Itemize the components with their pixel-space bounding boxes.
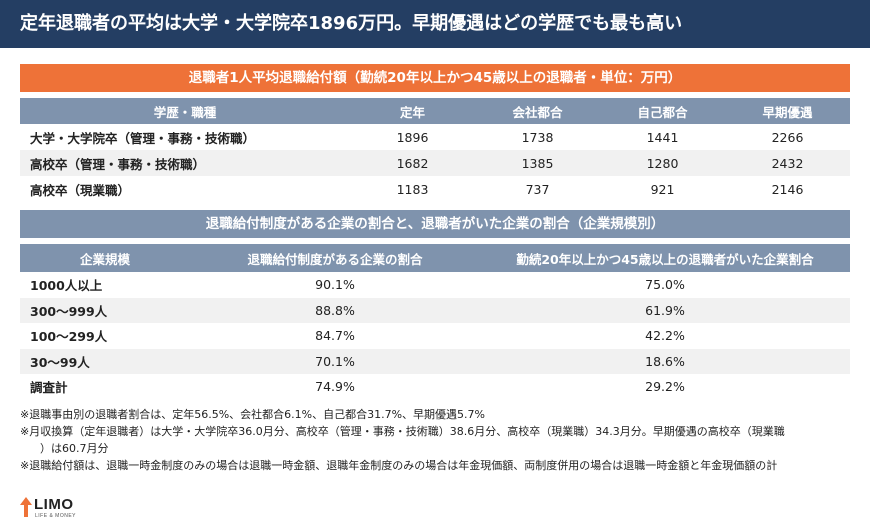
table-header-row: 企業規模 退職給付制度がある企業の割合 勤続20年以上かつ45歳以上の退職者がい… bbox=[20, 244, 850, 272]
table-row: 100～299人 84.7% 42.2% bbox=[20, 323, 850, 349]
footnotes: ※退職事由別の退職者割合は、定年56.5%、会社都合6.1%、自己都合31.7%… bbox=[20, 406, 860, 474]
column-header: 会社都合 bbox=[475, 98, 600, 124]
cell-value: 737 bbox=[525, 181, 550, 197]
cell-value: 2432 bbox=[725, 150, 850, 176]
table-header-row: 学歴・職種 定年 会社都合 自己都合 早期優遇 bbox=[20, 98, 850, 124]
cell-value: 88.8% bbox=[190, 297, 480, 323]
cell-value: 1280 bbox=[600, 150, 725, 176]
cell-value: 29.2% bbox=[645, 379, 685, 395]
row-label: 大学・大学院卒（管理・事務・技術職） bbox=[30, 130, 256, 146]
footnote-continued: ）は60.7月分 bbox=[40, 442, 109, 455]
table1-title: 退職者1人平均退職給付額（勤続20年以上かつ45歳以上の退職者・単位：万円） bbox=[20, 64, 850, 92]
table-row: 調査計 74.9% 29.2% bbox=[20, 374, 850, 400]
row-label: 調査計 bbox=[30, 380, 68, 396]
table-row: 高校卒（管理・事務・技術職） 1682 1385 1280 2432 bbox=[20, 150, 850, 176]
column-header: 企業規模 bbox=[20, 244, 190, 272]
page-title: 定年退職者の平均は大学・大学院卒1896万円。早期優遇はどの学歴でも最も高い bbox=[0, 0, 870, 48]
column-header: 早期優遇 bbox=[725, 98, 850, 124]
cell-value: 75.0% bbox=[645, 277, 685, 293]
row-label: 100～299人 bbox=[30, 329, 108, 345]
row-label: 高校卒（現業職） bbox=[30, 182, 131, 198]
logo-wordmark: LIMO bbox=[34, 496, 74, 513]
cell-value: 2266 bbox=[771, 129, 804, 145]
row-label: 30～99人 bbox=[20, 348, 190, 374]
footnote: ※退職給付額は、退職一時金制度のみの場合は退職一時金額、退職年金制度のみの場合は… bbox=[20, 459, 778, 472]
cell-value: 2146 bbox=[771, 181, 804, 197]
cell-value: 1183 bbox=[396, 181, 429, 197]
column-header: 定年 bbox=[350, 98, 475, 124]
table-row: 高校卒（現業職） 1183 737 921 2146 bbox=[20, 176, 850, 202]
cell-value: 1738 bbox=[521, 129, 554, 145]
row-label: 300～999人 bbox=[20, 297, 190, 323]
cell-value: 1385 bbox=[475, 150, 600, 176]
cell-value: 90.1% bbox=[315, 277, 355, 293]
cell-value: 70.1% bbox=[190, 348, 480, 374]
footnote: ※退職事由別の退職者割合は、定年56.5%、会社都合6.1%、自己都合31.7%… bbox=[20, 408, 485, 421]
table-row: 1000人以上 90.1% 75.0% bbox=[20, 272, 850, 298]
cell-value: 74.9% bbox=[315, 379, 355, 395]
row-label: 1000人以上 bbox=[30, 278, 103, 294]
cell-value: 42.2% bbox=[645, 328, 685, 344]
row-label: 高校卒（管理・事務・技術職） bbox=[20, 150, 350, 176]
column-header: 自己都合 bbox=[600, 98, 725, 124]
column-header: 学歴・職種 bbox=[20, 98, 350, 124]
logo-tagline: LIFE & MONEY bbox=[35, 513, 77, 519]
table-row: 300～999人 88.8% 61.9% bbox=[20, 297, 850, 323]
limo-logo: LIMO LIFE & MONEY bbox=[20, 495, 90, 523]
cell-value: 1441 bbox=[646, 129, 679, 145]
cell-value: 921 bbox=[650, 181, 675, 197]
cell-value: 18.6% bbox=[480, 348, 850, 374]
column-header: 退職給付制度がある企業の割合 bbox=[190, 244, 480, 272]
retirement-benefit-table: 学歴・職種 定年 会社都合 自己都合 早期優遇 大学・大学院卒（管理・事務・技術… bbox=[20, 98, 850, 202]
table-row: 大学・大学院卒（管理・事務・技術職） 1896 1738 1441 2266 bbox=[20, 124, 850, 150]
column-header: 勤続20年以上かつ45歳以上の退職者がいた企業割合 bbox=[480, 244, 850, 272]
limo-mark-icon bbox=[20, 497, 32, 517]
cell-value: 1682 bbox=[350, 150, 475, 176]
footnote: ※月収換算（定年退職者）は大学・大学院卒36.0月分、高校卒（管理・事務・技術職… bbox=[20, 425, 785, 438]
company-size-table: 企業規模 退職給付制度がある企業の割合 勤続20年以上かつ45歳以上の退職者がい… bbox=[20, 244, 850, 400]
cell-value: 84.7% bbox=[315, 328, 355, 344]
cell-value: 61.9% bbox=[480, 297, 850, 323]
table-row: 30～99人 70.1% 18.6% bbox=[20, 348, 850, 374]
table2-title: 退職給付制度がある企業の割合と、退職者がいた企業の割合（企業規模別） bbox=[20, 210, 850, 238]
cell-value: 1896 bbox=[396, 129, 429, 145]
